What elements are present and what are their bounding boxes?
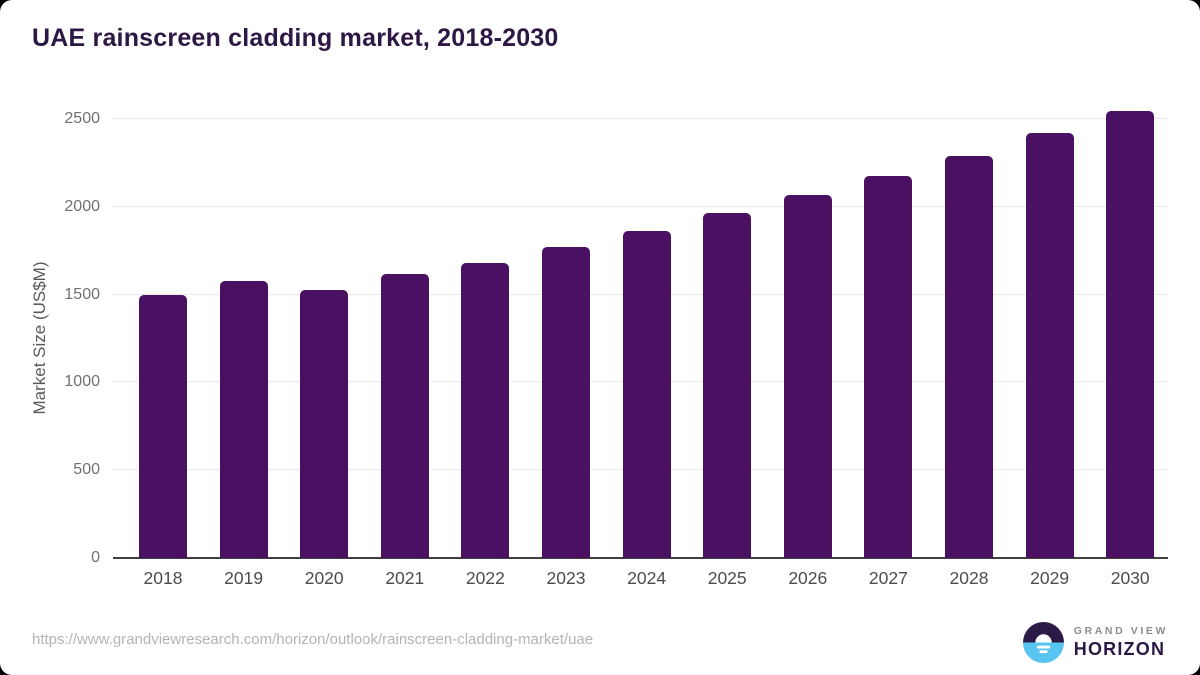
gridline: [113, 118, 1168, 119]
chart-area: Market Size (US$M) 2018 2019 2020 2021 2022 2…: [30, 110, 1168, 588]
bar-2024: [622, 230, 671, 558]
x-tick-label: 2020: [304, 568, 344, 588]
bar-2027: [864, 176, 913, 558]
bar-2026: [783, 195, 832, 558]
bar-2020: [300, 290, 349, 558]
x-axis-line: [113, 557, 1168, 559]
bar-2022: [461, 263, 510, 558]
x-tick-label: 2029: [1030, 568, 1070, 588]
y-axis-title: Market Size (US$M): [30, 261, 49, 415]
logo-line-grand-view: GRAND VIEW: [1073, 625, 1168, 637]
sun-horizon-logo-icon: [1022, 622, 1064, 663]
page-title: UAE rainscreen cladding market, 2018-203…: [32, 24, 559, 52]
x-tick-label: 2026: [788, 568, 828, 588]
logo-text: GRAND VIEW HORIZON: [1074, 625, 1168, 660]
grand-view-horizon-logo: GRAND VIEW HORIZON: [1022, 622, 1168, 663]
bar-2030: [1106, 111, 1155, 558]
x-tick-label: 2021: [385, 568, 425, 588]
x-tick-label: 2027: [868, 568, 908, 588]
bar-2021: [380, 274, 429, 558]
x-tick-label: 2023: [546, 568, 586, 588]
y-tick-label: 2000: [64, 197, 100, 215]
y-tick-label: 1500: [64, 285, 100, 303]
source-url: https://www.grandviewresearch.com/horizo…: [32, 631, 594, 648]
x-tick-label: 2025: [707, 568, 747, 588]
plot-area: 2018 2019 2020 2021 2022 2023 2024 2025 2026 2027…: [113, 111, 1168, 588]
x-tick-label: 2024: [627, 568, 667, 588]
y-tick-label: 0: [91, 549, 100, 566]
y-tick-label: 1000: [64, 373, 100, 391]
y-tick-label: 2500: [64, 110, 100, 127]
footer: https://www.grandviewresearch.com/horizo…: [0, 615, 1200, 675]
x-tick-label: 2022: [465, 568, 505, 588]
bar-2028: [945, 155, 993, 558]
gridline: [113, 205, 1168, 207]
bar-2029: [1025, 133, 1074, 558]
logo-line-horizon: HORIZON: [1073, 639, 1166, 659]
y-tick-label: 500: [73, 461, 100, 479]
x-tick-label: 2028: [949, 568, 989, 588]
bar-2019: [219, 280, 268, 558]
x-tick-label: 2019: [224, 568, 264, 588]
x-tick-label: 2018: [143, 568, 183, 588]
x-tick-label: 2030: [1110, 568, 1150, 588]
bar-2018: [139, 294, 187, 558]
bar-2023: [542, 247, 590, 558]
bar-2025: [703, 212, 752, 558]
